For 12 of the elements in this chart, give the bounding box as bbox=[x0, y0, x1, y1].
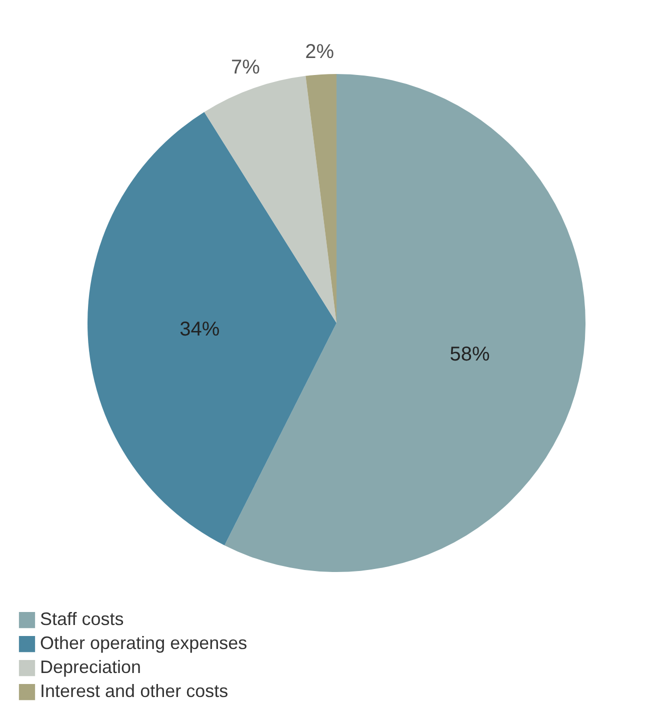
data-label: 34% bbox=[180, 318, 220, 340]
legend-label: Staff costs bbox=[40, 609, 124, 629]
pie-slice bbox=[306, 74, 336, 323]
legend-label: Depreciation bbox=[40, 657, 142, 677]
legend-label: Interest and other costs bbox=[40, 681, 228, 701]
data-label: 2% bbox=[305, 41, 334, 64]
data-label: 7% bbox=[230, 56, 260, 78]
pie-slice bbox=[224, 74, 586, 572]
pie-slice bbox=[88, 112, 336, 546]
legend-label: Other operating expenses bbox=[40, 633, 248, 653]
data-label: 58% bbox=[450, 344, 490, 366]
pie-slice bbox=[204, 76, 336, 323]
